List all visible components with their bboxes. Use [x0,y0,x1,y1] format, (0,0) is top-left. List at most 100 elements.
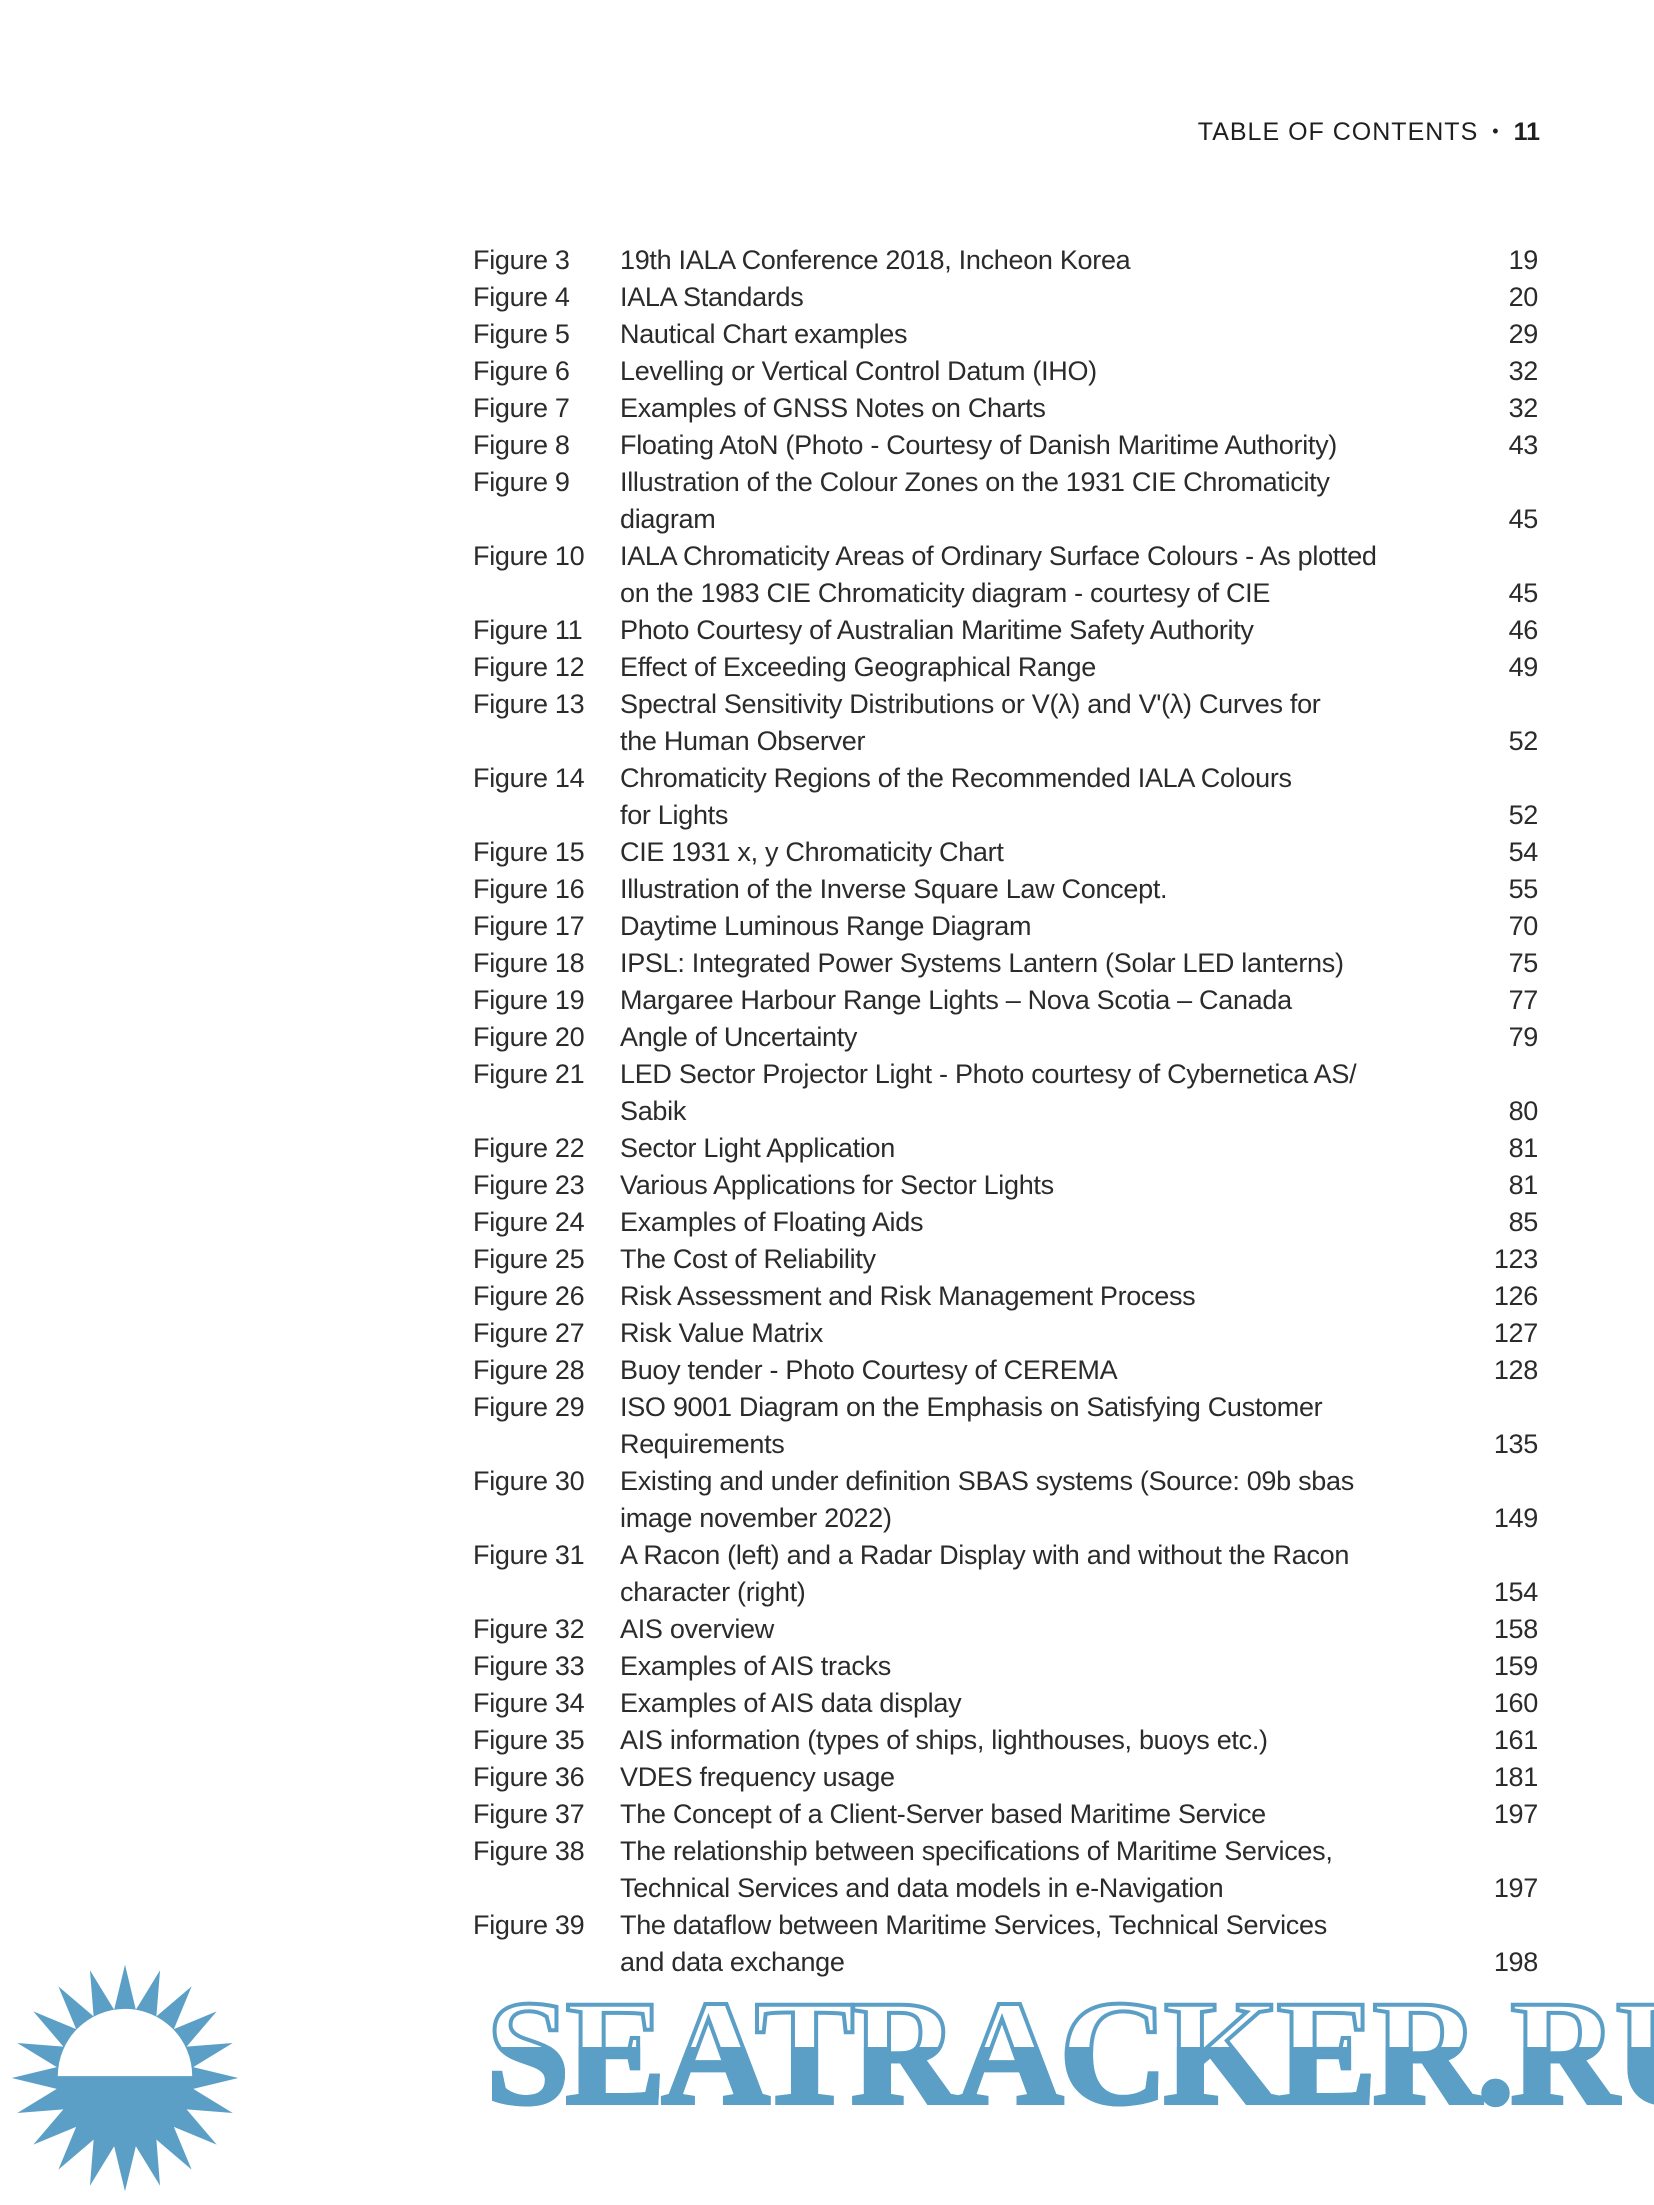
figure-entry: Figure 34 Examples of AIS data display 1… [473,1685,1538,1722]
figure-entry: Figure 19 Margaree Harbour Range Lights … [473,982,1538,1019]
figure-page-number: 75 [1508,948,1539,978]
figure-title: ISO 9001 Diagram on the Emphasis on Sati… [620,1392,1323,1459]
figure-page-number: 181 [1493,1762,1538,1792]
figure-page-number: 54 [1508,837,1539,867]
figure-title: Illustration of the Inverse Square Law C… [620,874,1168,904]
figure-entry: Figure 16 Illustration of the Inverse Sq… [473,871,1538,908]
figure-page-number: 81 [1508,1133,1539,1163]
figure-entry: Figure 24 Examples of Floating Aids 85 [473,1204,1538,1241]
figure-title: Levelling or Vertical Control Datum (IHO… [620,356,1097,386]
figure-title: VDES frequency usage [620,1762,895,1792]
figure-title: Nautical Chart examples [620,319,908,349]
figure-title: Floating AtoN (Photo - Courtesy of Danis… [620,430,1338,460]
figure-page-number: 19 [1508,245,1539,275]
header-page-number: 11 [1513,118,1540,146]
figure-label: Figure 28 [473,1355,585,1385]
figure-label: Figure 7 [473,393,570,423]
figure-title: Examples of Floating Aids [620,1207,924,1237]
figure-entry: Figure 13 Spectral Sensitivity Distribut… [473,686,1538,760]
figure-title: Illustration of the Colour Zones on the … [620,467,1330,534]
figure-title: Examples of GNSS Notes on Charts [620,393,1046,423]
figure-page-number: 159 [1493,1651,1538,1681]
figure-title: CIE 1931 x, y Chromaticity Chart [620,837,1004,867]
figure-entry: Figure 12 Effect of Exceeding Geographic… [473,649,1538,686]
figure-page-number: 158 [1493,1614,1538,1644]
figure-page-number: 197 [1493,1799,1538,1829]
figure-page-number: 160 [1493,1688,1538,1718]
figure-page-number: 52 [1508,726,1539,756]
figure-entry: Figure 28 Buoy tender - Photo Courtesy o… [473,1352,1538,1389]
figure-entry: Figure 32 AIS overview 158 [473,1611,1538,1648]
figure-label: Figure 38 [473,1836,585,1866]
figure-title: Chromaticity Regions of the Recommended … [620,763,1292,830]
figure-label: Figure 27 [473,1318,585,1348]
figure-label: Figure 3 [473,245,570,275]
figure-entry: Figure 18 IPSL: Integrated Power Systems… [473,945,1538,982]
figure-entry: Figure 26 Risk Assessment and Risk Manag… [473,1278,1538,1315]
figure-title: IALA Standards [620,282,804,312]
figure-page-number: 49 [1508,652,1539,682]
figure-page-number: 43 [1508,430,1539,460]
figure-label: Figure 29 [473,1392,585,1422]
figure-label: Figure 13 [473,689,585,719]
figure-entry: Figure 39 The dataflow between Maritime … [473,1907,1538,1981]
figure-entry: Figure 14 Chromaticity Regions of the Re… [473,760,1538,834]
figure-label: Figure 19 [473,985,585,1015]
figure-page-number: 45 [1508,578,1539,608]
figure-entry: Figure 25 The Cost of Reliability 123 [473,1241,1538,1278]
figure-entry: Figure 8 Floating AtoN (Photo - Courtesy… [473,427,1538,464]
figure-entry: Figure 36 VDES frequency usage 181 [473,1759,1538,1796]
figure-page-number: 85 [1508,1207,1539,1237]
figure-page-number: 45 [1508,504,1539,534]
sun-logo-icon [11,1964,239,2192]
figure-label: Figure 14 [473,763,585,793]
figure-label: Figure 4 [473,282,570,312]
figure-entry: Figure 21 LED Sector Projector Light - P… [473,1056,1538,1130]
figure-title: Various Applications for Sector Lights [620,1170,1054,1200]
figure-label: Figure 24 [473,1207,585,1237]
figure-page-number: 149 [1493,1503,1538,1533]
figure-entry: Figure 30 Existing and under definition … [473,1463,1538,1537]
figure-title: Margaree Harbour Range Lights – Nova Sco… [620,985,1292,1015]
figure-entry: Figure 33 Examples of AIS tracks 159 [473,1648,1538,1685]
figure-entry: Figure 6 Levelling or Vertical Control D… [473,353,1538,390]
figure-page-number: 20 [1508,282,1539,312]
figure-label: Figure 18 [473,948,585,978]
figure-label: Figure 26 [473,1281,585,1311]
figure-page-number: 52 [1508,800,1539,830]
figure-page-number: 77 [1508,985,1539,1015]
figure-page-number: 126 [1493,1281,1538,1311]
figure-label: Figure 8 [473,430,570,460]
figure-page-number: 46 [1508,615,1539,645]
figure-entry: Figure 27 Risk Value Matrix 127 [473,1315,1538,1352]
figure-label: Figure 9 [473,467,570,497]
figure-label: Figure 15 [473,837,585,867]
page-header: TABLE OF CONTENTS • 11 [1198,118,1540,147]
figure-label: Figure 12 [473,652,585,682]
figure-label: Figure 11 [473,615,583,645]
figure-title: A Racon (left) and a Radar Display with … [620,1540,1350,1607]
figure-label: Figure 30 [473,1466,585,1496]
figure-title: Daytime Luminous Range Diagram [620,911,1032,941]
watermark-text: SEATRACKER.RU [486,1970,1654,2136]
figure-title: AIS overview [620,1614,774,1644]
figure-entry: Figure 15 CIE 1931 x, y Chromaticity Cha… [473,834,1538,871]
figure-title: IPSL: Integrated Power Systems Lantern (… [620,948,1344,978]
figure-label: Figure 17 [473,911,585,941]
figure-page-number: 197 [1493,1873,1538,1903]
figure-label: Figure 39 [473,1910,585,1940]
figure-entry: Figure 20 Angle of Uncertainty 79 [473,1019,1538,1056]
figure-label: Figure 37 [473,1799,585,1829]
figure-page-number: 135 [1493,1429,1538,1459]
figure-page-number: 55 [1508,874,1539,904]
figure-page-number: 79 [1508,1022,1539,1052]
figure-title: The Cost of Reliability [620,1244,876,1274]
figure-title: The relationship between specifications … [620,1836,1333,1903]
figure-entry: Figure 5 Nautical Chart examples 29 [473,316,1538,353]
figure-list: Figure 3 19th IALA Conference 2018, Inch… [473,242,1538,1981]
figure-title: Buoy tender - Photo Courtesy of CEREMA [620,1355,1118,1385]
figure-label: Figure 23 [473,1170,585,1200]
figure-entry: Figure 22 Sector Light Application 81 [473,1130,1538,1167]
figure-title: Existing and under definition SBAS syste… [620,1466,1354,1533]
